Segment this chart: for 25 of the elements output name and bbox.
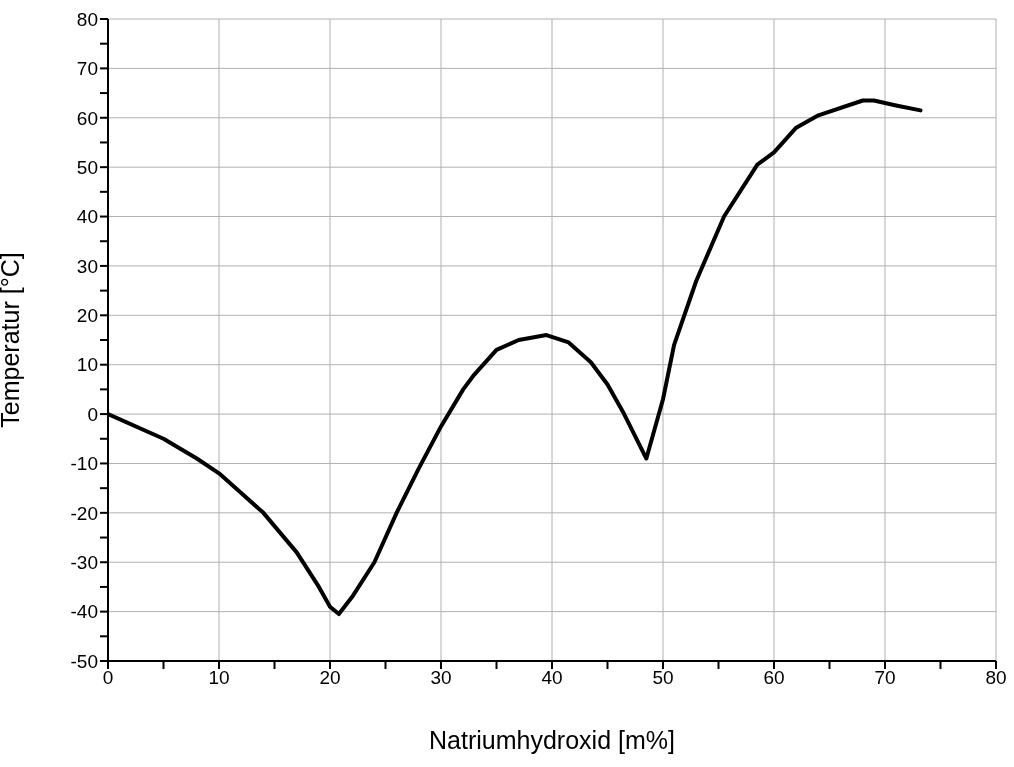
- y-tick-label: 50: [76, 156, 98, 178]
- x-axis-title: Natriumhydroxid [m%]: [429, 726, 675, 754]
- x-tick-label: 20: [319, 667, 341, 689]
- x-tick-label: 30: [430, 667, 452, 689]
- y-tick-label: 0: [87, 403, 98, 425]
- y-tick-label: 60: [76, 107, 98, 129]
- x-tick-label: 0: [102, 667, 114, 689]
- x-tick-label: 40: [541, 667, 563, 689]
- y-tick-label: 10: [76, 354, 98, 376]
- y-tick-label: -40: [70, 601, 98, 623]
- y-tick-label: 40: [76, 206, 98, 228]
- y-tick-label: -30: [70, 551, 98, 573]
- y-tick-label: -10: [70, 453, 98, 475]
- y-tick-label: 70: [76, 58, 98, 80]
- y-tick-label: 80: [76, 8, 98, 30]
- y-tick-label: 30: [76, 255, 98, 277]
- x-tick-label: 60: [763, 667, 785, 689]
- x-tick-label: 10: [208, 667, 230, 689]
- y-tick-label: -50: [70, 650, 98, 672]
- x-tick-label: 50: [652, 667, 674, 689]
- y-axis-title: Temperatur [°C]: [0, 252, 24, 428]
- y-tick-label: -20: [70, 502, 98, 524]
- x-tick-label: 80: [985, 667, 1007, 689]
- x-tick-label: 70: [874, 667, 896, 689]
- y-tick-label: 20: [76, 305, 98, 327]
